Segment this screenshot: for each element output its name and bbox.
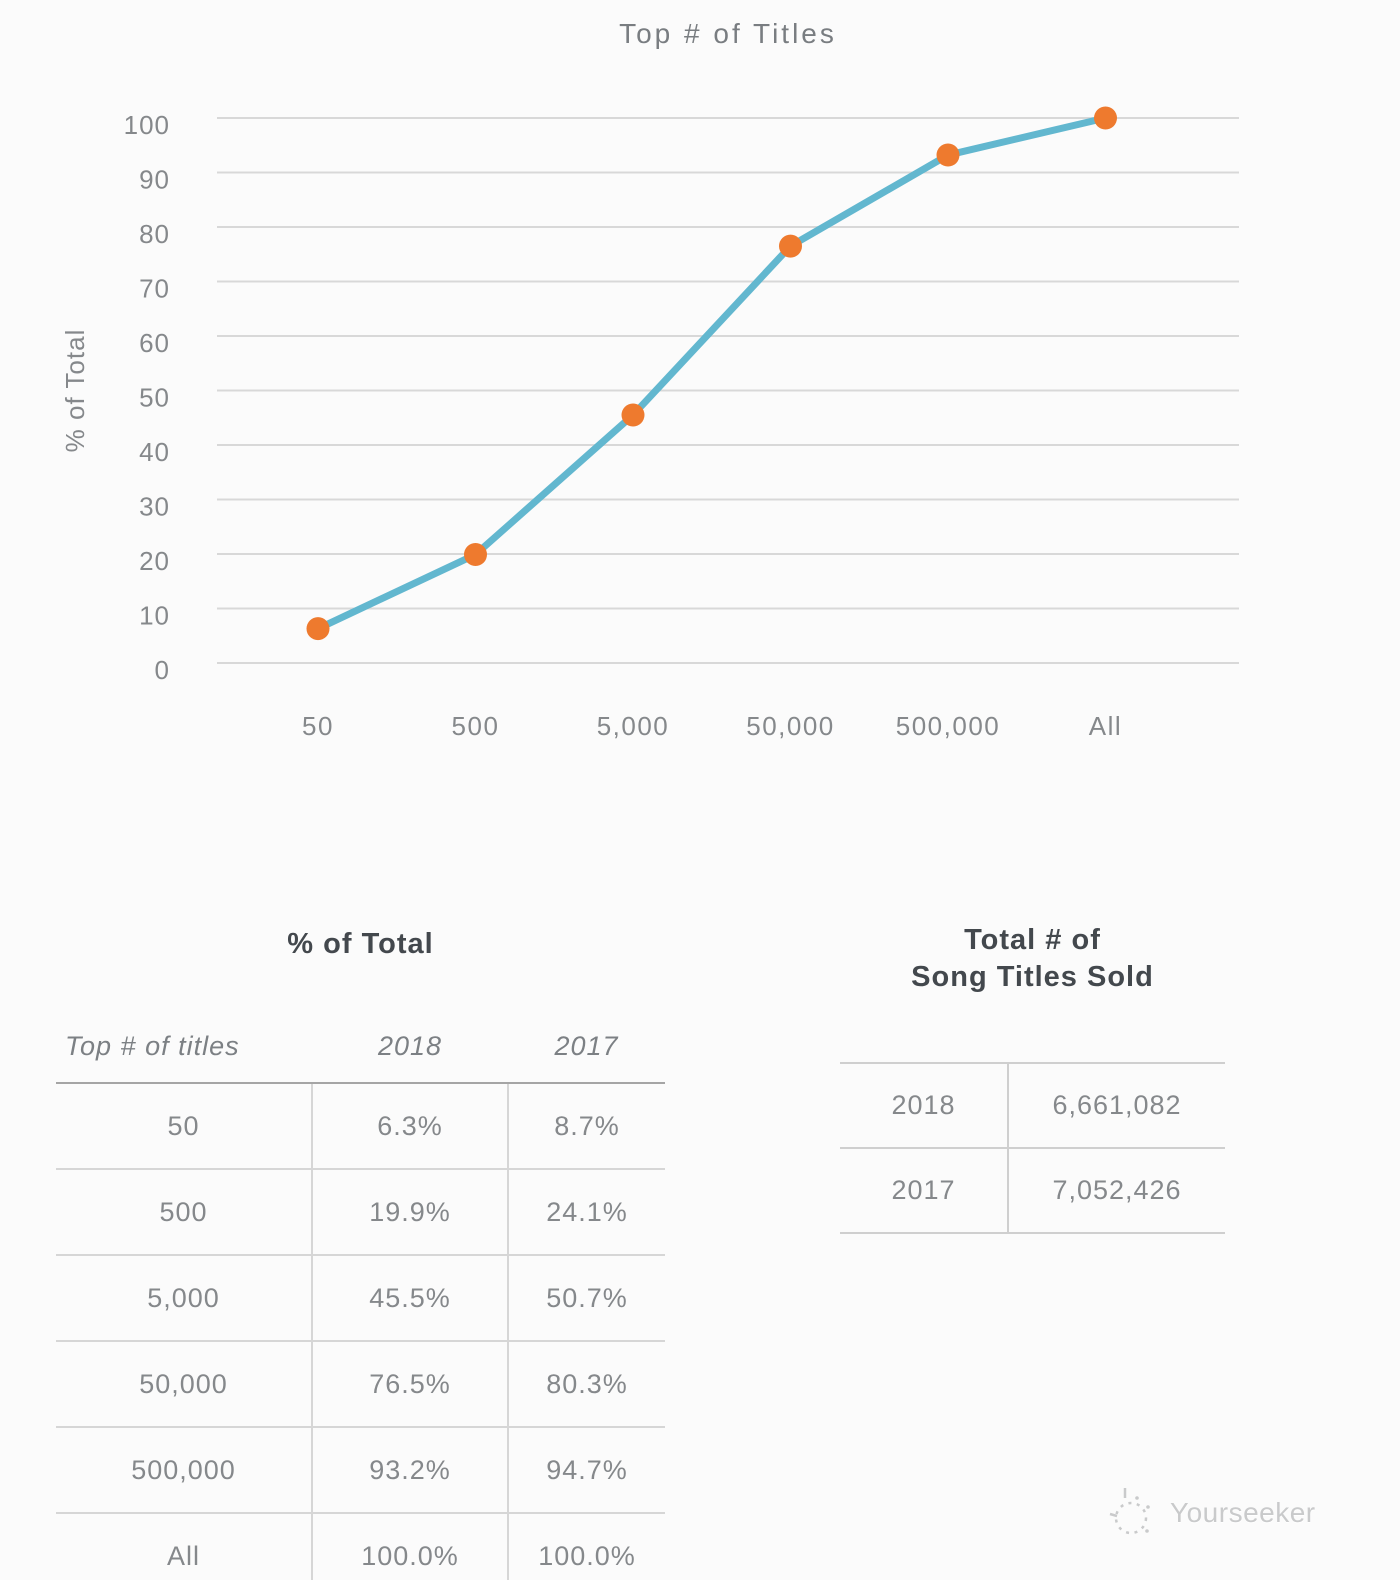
y-tick-label: 10 <box>139 601 170 631</box>
x-tick-label: 500 <box>452 711 500 741</box>
y-tick-label: 80 <box>139 219 170 249</box>
watermark: Yourseeker <box>1104 1484 1316 1542</box>
series-line-2018 <box>314 114 1109 633</box>
year-label: 2018 <box>840 1063 1008 1149</box>
data-point-marker <box>1094 106 1117 130</box>
value-2017: 50.7% <box>507 1255 665 1342</box>
totals-table: 2018 6,661,082 2017 7,052,426 <box>840 1062 1225 1234</box>
total-value: 7,052,426 <box>1007 1148 1225 1234</box>
row-label: 5,000 <box>56 1255 312 1342</box>
x-tick-label: All <box>1089 711 1122 741</box>
totals-title-line2: Song Titles Sold <box>911 961 1154 993</box>
col-header-2017: 2017 <box>508 966 665 1084</box>
x-tick-label: 5,000 <box>597 711 670 741</box>
row-label: 50,000 <box>56 1341 312 1428</box>
year-label: 2017 <box>840 1148 1008 1234</box>
x-tick-label: 50,000 <box>746 711 835 741</box>
y-tick-label: 70 <box>139 274 170 304</box>
percent-table-row: 50,000 76.5% 80.3% <box>56 1341 665 1428</box>
x-tick-label: 50 <box>302 711 334 741</box>
row-label: All <box>56 1513 312 1580</box>
percent-table-title: % of Total <box>287 928 434 960</box>
percent-table-header-row: Top # of titles 2018 2017 <box>56 966 665 1084</box>
row-label: 50 <box>56 1083 312 1170</box>
data-point-marker <box>621 403 645 427</box>
col-header-top-titles: Top # of titles <box>56 966 312 1084</box>
totals-title-line1: Total # of <box>964 924 1101 956</box>
percent-table-row: 500 19.9% 24.1% <box>56 1169 665 1256</box>
value-2017: 8.7% <box>507 1083 665 1170</box>
y-tick-label: 90 <box>139 165 170 195</box>
yourseeker-logo-icon <box>1109 1488 1150 1535</box>
y-tick-label: 50 <box>139 383 170 413</box>
y-tick-label: 30 <box>139 492 170 522</box>
value-2018: 76.5% <box>311 1341 508 1428</box>
percent-of-total-table-section: % of Total Top # of titles 2018 2017 50 6… <box>56 922 665 1580</box>
col-header-2018: 2018 <box>312 966 508 1084</box>
value-2018: 93.2% <box>311 1427 508 1514</box>
y-tick-label: 0 <box>155 655 170 685</box>
totals-table-title: Total # of Song Titles Sold <box>840 922 1225 996</box>
y-tick-label: 20 <box>139 546 170 576</box>
data-point-marker <box>936 143 960 167</box>
value-2017: 24.1% <box>507 1169 665 1256</box>
totals-table-row: 2017 7,052,426 <box>840 1148 1225 1234</box>
value-2017: 94.7% <box>507 1427 665 1514</box>
value-2018: 45.5% <box>311 1255 508 1342</box>
totals-table-section: Total # of Song Titles Sold 2018 6,661,08… <box>840 922 1225 1234</box>
data-point-marker <box>464 543 487 567</box>
y-tick-label: 60 <box>139 328 170 358</box>
x-tick-label: 500,000 <box>896 711 1000 741</box>
value-2017: 100.0% <box>507 1513 665 1580</box>
data-point-marker <box>779 234 802 258</box>
total-value: 6,661,082 <box>1007 1063 1225 1149</box>
percent-table-row: 5,000 45.5% 50.7% <box>56 1255 665 1342</box>
data-point-marker <box>306 617 330 641</box>
percent-table-row: 50 6.3% 8.7% <box>56 1083 665 1170</box>
row-label: 500,000 <box>56 1427 312 1514</box>
watermark-text: Yourseeker <box>1170 1497 1316 1528</box>
value-2017: 80.3% <box>507 1341 665 1428</box>
y-tick-label: 100 <box>124 110 170 140</box>
row-label: 500 <box>56 1169 312 1256</box>
totals-table-row: 2018 6,661,082 <box>840 1063 1225 1149</box>
value-2018: 6.3% <box>311 1083 508 1170</box>
chart-title: Top # of Titles <box>619 18 837 49</box>
y-tick-label: 40 <box>139 437 170 467</box>
percent-table-row: 500,000 93.2% 94.7% <box>56 1427 665 1514</box>
percent-table-row: All 100.0% 100.0% <box>56 1513 665 1580</box>
value-2018: 100.0% <box>311 1513 508 1580</box>
y-axis-label: % of Total <box>60 329 90 453</box>
value-2018: 19.9% <box>311 1169 508 1256</box>
percent-table: Top # of titles 2018 2017 50 6.3% 8.7% 500 1… <box>56 966 665 1580</box>
